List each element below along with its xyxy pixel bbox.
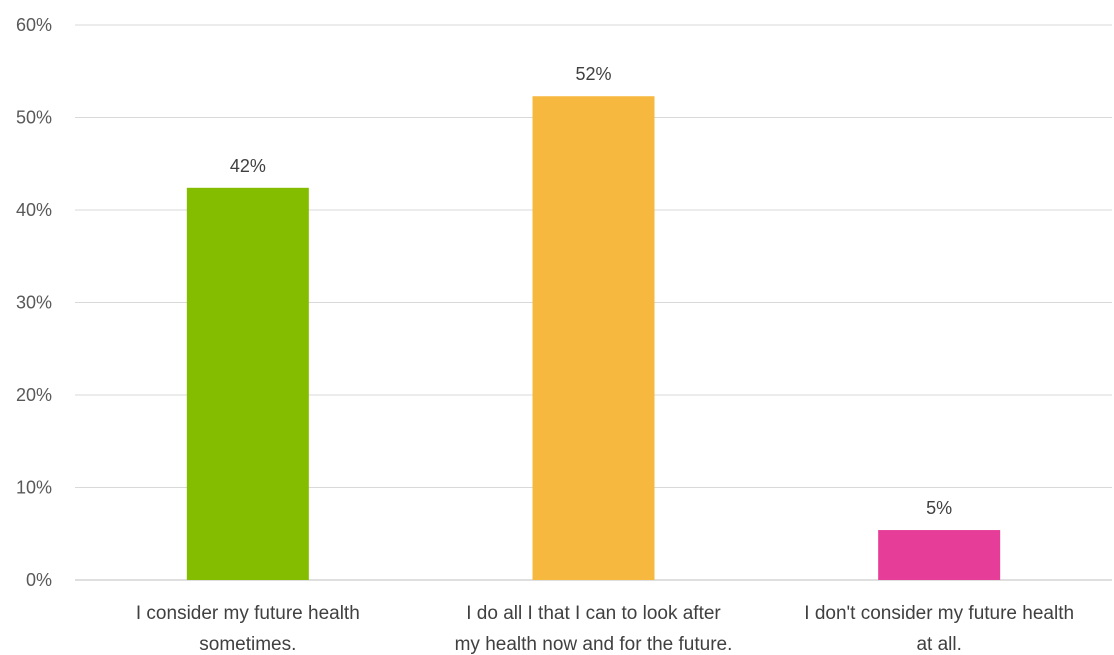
y-tick-label: 10% (16, 478, 52, 498)
bars (186, 96, 1001, 581)
y-tick-label: 40% (16, 200, 52, 220)
category-label: my health now and for the future. (455, 634, 733, 655)
y-tick-label: 30% (16, 293, 52, 313)
y-tick-label: 60% (16, 15, 52, 35)
category-label: I consider my future health (136, 603, 360, 624)
y-tick-label: 50% (16, 108, 52, 128)
x-axis-category-labels: I consider my future health sometimes. I d… (136, 603, 1074, 655)
data-labels: 42% 52% 5% (230, 64, 952, 518)
data-label: 52% (575, 64, 611, 84)
data-label: 5% (926, 498, 952, 518)
category-label: at all. (916, 634, 961, 655)
y-tick-label: 20% (16, 385, 52, 405)
data-label: 42% (230, 156, 266, 176)
category-label: I don't consider my future health (804, 603, 1074, 624)
bar (532, 96, 655, 580)
bar (878, 530, 1001, 580)
y-axis-tick-labels: 0% 10% 20% 30% 40% 50% 60% (16, 15, 52, 590)
y-tick-label: 0% (26, 570, 52, 590)
category-label: sometimes. (199, 634, 296, 655)
category-label: I do all I that I can to look after (466, 603, 721, 624)
bar (186, 187, 309, 581)
